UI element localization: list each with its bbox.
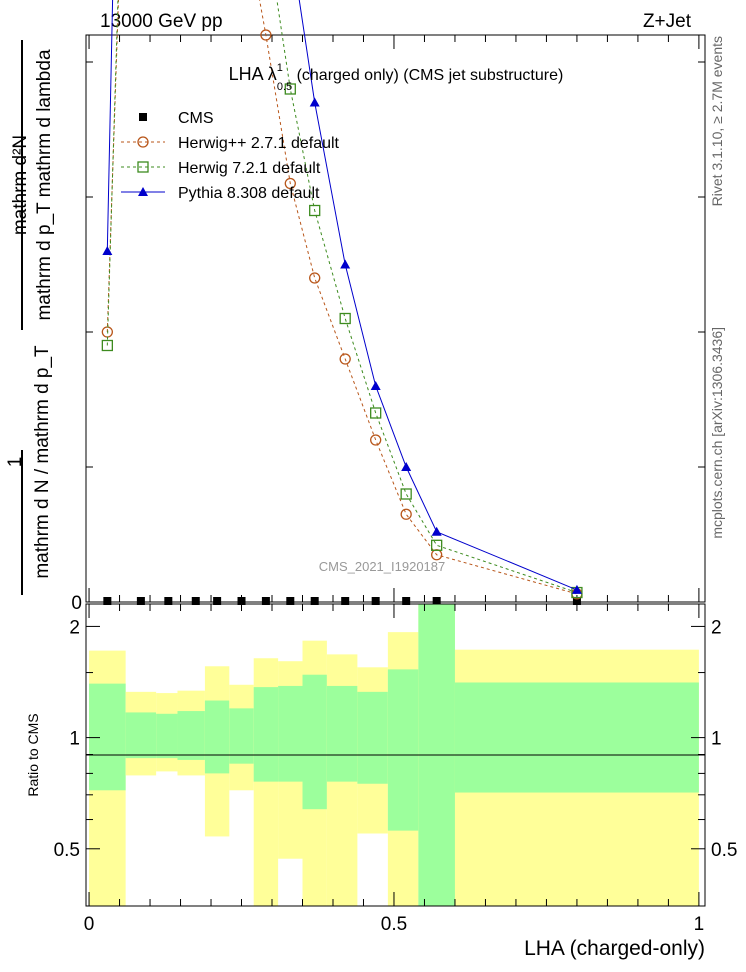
data-point xyxy=(402,597,411,605)
series-line xyxy=(106,0,578,591)
data-point xyxy=(432,597,441,605)
main-y-label-part: mathrm d p_T mathrm d lambda xyxy=(34,49,55,320)
legend-label: Herwig 7.2.1 default xyxy=(178,160,321,177)
data-point xyxy=(572,597,581,605)
main-y-axis-label: mathrm d²N mathrm d p_T mathrm d lambda 1 m… xyxy=(5,40,55,595)
watermark: CMS_2021_I1920187 xyxy=(319,559,446,574)
header-right: Z+Jet xyxy=(643,11,692,32)
data-point xyxy=(102,246,113,255)
data-point xyxy=(431,526,442,536)
data-point xyxy=(370,434,382,446)
plot-title-text: LHA λ1 0.5 (charged only) (CMS jet substr… xyxy=(229,62,564,93)
title-rest: (charged only) (CMS jet substructure) xyxy=(292,67,563,84)
legend-marker xyxy=(137,161,149,173)
data-point xyxy=(286,597,295,605)
series-1 xyxy=(101,0,583,600)
ratio-ytick-label-right: 2 xyxy=(711,617,722,638)
data-point xyxy=(164,597,173,605)
data-point xyxy=(401,462,412,471)
ratio-band-inner xyxy=(357,691,388,784)
data-point xyxy=(191,597,200,605)
data-point xyxy=(309,204,321,217)
ratio-band-inner xyxy=(253,687,279,782)
rivet-label: Rivet 3.1.10, ≥ 2.7M events xyxy=(709,36,725,206)
data-point xyxy=(370,381,381,390)
ratio-band-inner xyxy=(454,682,699,793)
data-point xyxy=(284,177,296,190)
title-sub: 0.5 xyxy=(277,81,292,93)
legend: CMS Herwig++ 2.7.1 default Herwig 7.2.1 de… xyxy=(121,110,340,202)
ratio-ytick-label-right: 0.5 xyxy=(711,840,737,861)
title-sup: 1 xyxy=(277,62,283,74)
ratio-bands xyxy=(89,604,699,906)
ratio-band-inner xyxy=(204,700,230,774)
data-point xyxy=(213,597,222,605)
ratio-ytick-label: 0.5 xyxy=(54,840,80,861)
series-line xyxy=(106,0,578,593)
legend-marker xyxy=(137,136,149,148)
data-point xyxy=(260,29,272,41)
plot-title: LHA λ1 0.5 (charged only) (CMS jet substr… xyxy=(229,62,564,93)
ratio-band-inner xyxy=(302,674,327,810)
data-point xyxy=(103,597,112,605)
ratio-band-inner xyxy=(177,711,205,760)
data-point xyxy=(284,83,296,95)
ratio-band-inner xyxy=(326,685,358,782)
main-y-label-part: 1 xyxy=(5,457,26,468)
series-2 xyxy=(101,0,583,599)
ratio-band-inner xyxy=(89,683,126,791)
series-line xyxy=(106,0,578,595)
main-series xyxy=(101,0,583,605)
data-point xyxy=(261,597,270,605)
ratio-panel: 0.5 0.5 1 1 2 2 0 0.5 1 Ratio to CMS LHA (charge… xyxy=(25,603,737,960)
ratio-xtick-label: 0 xyxy=(84,914,95,935)
header-left: 13000 GeV pp xyxy=(100,11,223,32)
main-ytick-label: 0 xyxy=(71,593,82,614)
ratio-band-inner xyxy=(229,708,254,764)
legend-label: Herwig++ 2.7.1 default xyxy=(178,135,340,152)
data-point xyxy=(571,584,582,594)
ratio-ytick-label-right: 1 xyxy=(711,729,722,750)
data-point xyxy=(136,597,145,605)
legend-label: Pythia 8.308 default xyxy=(178,185,320,202)
data-point xyxy=(339,353,351,365)
ratio-xtick-label: 0.5 xyxy=(381,914,407,935)
data-point xyxy=(339,312,351,325)
data-point xyxy=(309,272,321,284)
main-y-label-part: mathrm d²N xyxy=(10,135,31,235)
main-panel: 0500010000150002000025000300003500040000… xyxy=(5,0,706,614)
series-3 xyxy=(102,0,582,594)
data-point xyxy=(431,539,443,551)
x-axis-label: LHA (charged-only) xyxy=(524,937,705,960)
data-point xyxy=(340,259,351,269)
series-0 xyxy=(103,597,581,605)
data-point xyxy=(400,508,412,520)
main-plot-frame xyxy=(85,34,706,603)
main-y-label-part: mathrm d N / mathrm d p_T xyxy=(32,345,53,579)
data-point xyxy=(101,339,113,352)
data-point xyxy=(310,597,319,605)
legend-marker xyxy=(138,187,148,196)
ratio-band-inner xyxy=(156,713,178,759)
ratio-band-inner xyxy=(278,685,303,782)
legend-marker xyxy=(139,113,147,121)
ratio-band-inner xyxy=(125,712,157,759)
ratio-ytick-label: 2 xyxy=(69,617,80,638)
ratio-ytick-label: 1 xyxy=(69,729,80,750)
main-axis-ticks: 0500010000150002000025000300003500040000 xyxy=(71,35,705,614)
ratio-xtick-label: 1 xyxy=(694,914,705,935)
data-point xyxy=(237,597,246,605)
data-point xyxy=(341,597,350,605)
data-point xyxy=(370,407,382,419)
data-point xyxy=(309,97,320,107)
mcplots-label: mcplots.cern.ch [arXiv:1306.3436] xyxy=(709,327,725,539)
ratio-axis-ticks: 0.5 0.5 1 1 2 2 0 0.5 1 xyxy=(54,604,737,935)
ratio-y-label: Ratio to CMS xyxy=(25,713,41,796)
title-main: LHA λ xyxy=(229,64,277,84)
data-point xyxy=(371,597,380,605)
legend-label: CMS xyxy=(178,110,214,127)
ratio-band-inner xyxy=(387,669,419,831)
data-point xyxy=(400,488,412,500)
